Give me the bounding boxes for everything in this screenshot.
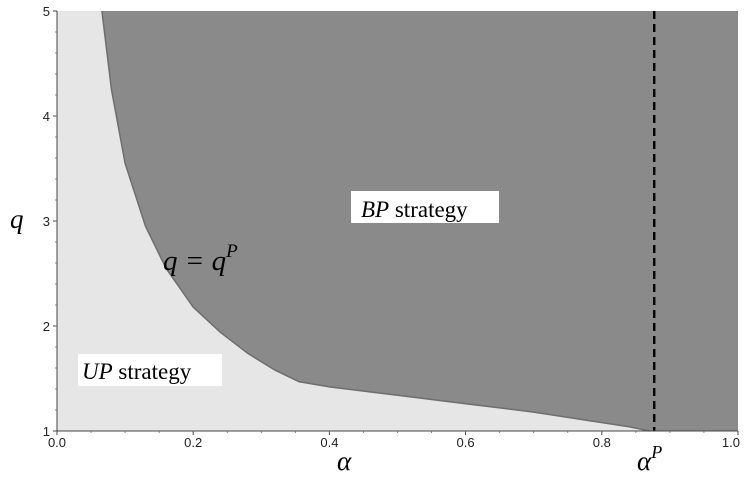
boundary-curve (101, 10, 650, 432)
vertical-line-label-sup: P (650, 442, 662, 462)
axis-ticks: 0.0 0.2 0.4 0.6 0.8 1.0 1 2 3 4 5 (43, 4, 740, 450)
bp-region-label: BP strategy (351, 191, 499, 223)
x-tick-label: 1.0 (722, 435, 740, 450)
curve-label-main: q = q (163, 245, 226, 277)
y-tick-label: 2 (43, 319, 50, 334)
up-region-label-rest: strategy (113, 359, 192, 384)
x-tick-label: 0.6 (457, 435, 475, 450)
up-region-label-italic: UP (82, 359, 113, 384)
vertical-line-label: αP (637, 442, 662, 476)
x-tick-label: 0.4 (320, 435, 338, 450)
x-tick-label: 0.2 (184, 435, 202, 450)
curve-label: q = qP (163, 241, 238, 277)
y-tick-label: 1 (43, 424, 50, 439)
bp-region-label-rest: strategy (389, 197, 468, 222)
y-tick-label: 5 (43, 4, 50, 19)
up-region-label: UP strategy (78, 354, 222, 386)
svg-text:UP strategy: UP strategy (82, 359, 192, 384)
x-tick-label: 0.8 (593, 435, 611, 450)
bp-region-label-italic: BP (361, 197, 389, 222)
svg-text:BP strategy: BP strategy (361, 197, 468, 222)
x-axis-label: α (337, 446, 352, 476)
x-tick-label: 0.0 (48, 435, 66, 450)
y-axis-label: q (10, 204, 24, 234)
y-tick-label: 3 (43, 214, 50, 229)
curve-label-sup: P (225, 241, 238, 262)
vertical-line-label-main: α (637, 446, 652, 476)
y-tick-label: 4 (43, 109, 50, 124)
